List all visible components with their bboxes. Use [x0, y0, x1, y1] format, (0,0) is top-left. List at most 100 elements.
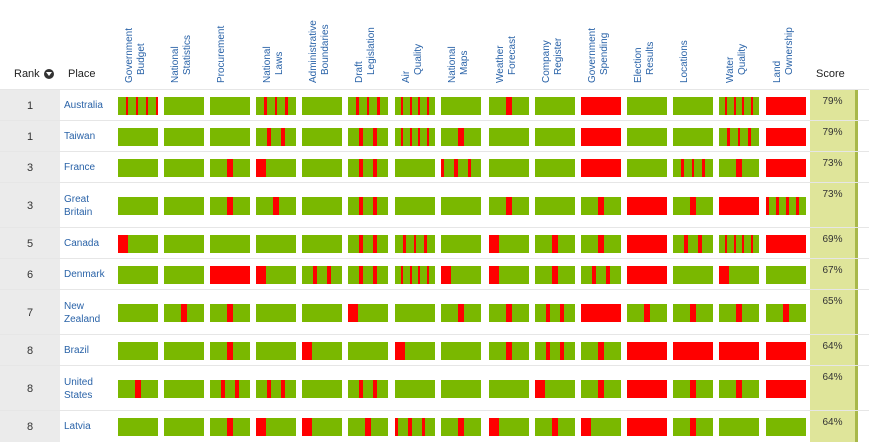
score-bar[interactable] — [719, 342, 759, 360]
score-bar[interactable] — [348, 266, 388, 284]
place-link[interactable]: Great Britain — [64, 183, 116, 228]
score-bar[interactable] — [719, 304, 759, 322]
score-bar[interactable] — [256, 266, 296, 284]
place-link[interactable]: Taiwan — [64, 121, 116, 152]
place-link[interactable]: Latvia — [64, 411, 116, 442]
score-bar[interactable] — [164, 418, 204, 436]
score-bar[interactable] — [673, 342, 713, 360]
score-bar[interactable] — [535, 380, 575, 398]
score-bar[interactable] — [627, 266, 667, 284]
score-bar[interactable] — [210, 197, 250, 215]
score-bar[interactable] — [766, 342, 806, 360]
score-bar[interactable] — [489, 266, 529, 284]
place-link[interactable]: Brazil — [64, 335, 116, 366]
score-bar[interactable] — [489, 159, 529, 177]
score-bar[interactable] — [348, 418, 388, 436]
score-bar[interactable] — [348, 304, 388, 322]
score-bar[interactable] — [441, 342, 481, 360]
score-bar[interactable] — [766, 97, 806, 115]
score-bar[interactable] — [673, 97, 713, 115]
score-bar[interactable] — [441, 235, 481, 253]
score-bar[interactable] — [395, 266, 435, 284]
score-bar[interactable] — [348, 380, 388, 398]
score-bar[interactable] — [164, 380, 204, 398]
score-bar[interactable] — [673, 128, 713, 146]
score-bar[interactable] — [489, 128, 529, 146]
score-bar[interactable] — [302, 380, 342, 398]
score-bar[interactable] — [673, 380, 713, 398]
score-bar[interactable] — [535, 342, 575, 360]
score-bar[interactable] — [164, 266, 204, 284]
score-bar[interactable] — [441, 197, 481, 215]
score-bar[interactable] — [581, 97, 621, 115]
sort-descending-icon[interactable] — [43, 69, 54, 79]
score-bar[interactable] — [489, 342, 529, 360]
score-bar[interactable] — [535, 266, 575, 284]
rank-header[interactable]: Rank — [14, 68, 54, 80]
score-bar[interactable] — [118, 128, 158, 146]
score-bar[interactable] — [395, 418, 435, 436]
score-bar[interactable] — [256, 128, 296, 146]
score-bar[interactable] — [766, 235, 806, 253]
score-bar[interactable] — [535, 197, 575, 215]
score-bar[interactable] — [302, 235, 342, 253]
score-bar[interactable] — [489, 197, 529, 215]
score-bar[interactable] — [719, 380, 759, 398]
score-bar[interactable] — [210, 159, 250, 177]
score-bar[interactable] — [627, 418, 667, 436]
score-bar[interactable] — [210, 342, 250, 360]
score-bar[interactable] — [489, 418, 529, 436]
score-bar[interactable] — [302, 418, 342, 436]
score-bar[interactable] — [164, 342, 204, 360]
score-bar[interactable] — [302, 97, 342, 115]
score-bar[interactable] — [118, 342, 158, 360]
score-bar[interactable] — [395, 159, 435, 177]
score-bar[interactable] — [673, 235, 713, 253]
score-bar[interactable] — [118, 159, 158, 177]
score-bar[interactable] — [118, 235, 158, 253]
place-link[interactable]: Canada — [64, 228, 116, 259]
place-link[interactable]: Australia — [64, 90, 116, 121]
score-bar[interactable] — [302, 266, 342, 284]
score-bar[interactable] — [673, 304, 713, 322]
score-bar[interactable] — [118, 197, 158, 215]
score-bar[interactable] — [673, 266, 713, 284]
score-bar[interactable] — [395, 304, 435, 322]
score-bar[interactable] — [348, 97, 389, 115]
score-bar[interactable] — [256, 97, 297, 115]
score-bar[interactable] — [673, 197, 713, 215]
score-bar[interactable] — [627, 197, 667, 215]
score-bar[interactable] — [766, 266, 806, 284]
score-bar[interactable] — [535, 418, 575, 436]
score-bar[interactable] — [395, 235, 436, 253]
score-bar[interactable] — [766, 380, 806, 398]
score-bar[interactable] — [581, 418, 621, 436]
score-bar[interactable] — [627, 97, 667, 115]
score-bar[interactable] — [441, 266, 481, 284]
score-bar[interactable] — [441, 97, 481, 115]
score-bar[interactable] — [441, 418, 481, 436]
score-bar[interactable] — [489, 380, 529, 398]
score-bar[interactable] — [210, 380, 250, 398]
score-bar[interactable] — [627, 235, 667, 253]
score-bar[interactable] — [164, 304, 204, 322]
score-bar[interactable] — [581, 304, 621, 322]
score-bar[interactable] — [164, 97, 204, 115]
score-bar[interactable] — [395, 197, 435, 215]
score-bar[interactable] — [210, 304, 250, 322]
score-bar[interactable] — [766, 304, 806, 322]
score-bar[interactable] — [766, 418, 806, 436]
score-bar[interactable] — [719, 197, 759, 215]
place-link[interactable]: Denmark — [64, 259, 116, 290]
score-bar[interactable] — [719, 418, 759, 436]
score-bar[interactable] — [118, 266, 158, 284]
score-bar[interactable] — [210, 97, 250, 115]
score-bar[interactable] — [441, 304, 481, 322]
score-bar[interactable] — [719, 128, 760, 146]
score-bar[interactable] — [581, 128, 621, 146]
score-bar[interactable] — [535, 304, 575, 322]
score-bar[interactable] — [118, 97, 158, 115]
score-bar[interactable] — [581, 342, 621, 360]
score-bar[interactable] — [581, 266, 621, 284]
score-bar[interactable] — [535, 235, 575, 253]
